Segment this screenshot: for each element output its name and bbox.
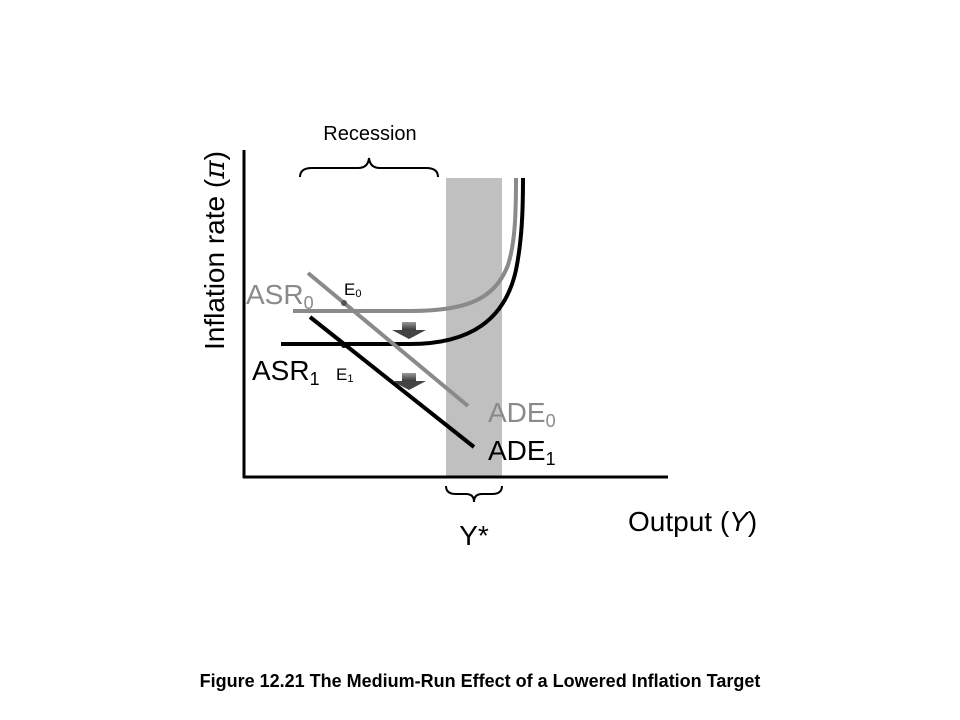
asr1-label: ASR1 <box>252 355 320 389</box>
asr0-label: ASR0 <box>246 279 314 313</box>
ade1-label: ADE1 <box>488 435 556 469</box>
e1-label: E1 <box>336 365 353 385</box>
shift-arrow-down-icon <box>392 322 426 339</box>
e0-label: E0 <box>344 280 361 300</box>
asr1-curve <box>281 177 525 346</box>
figure-caption: Figure 12.21 The Medium-Run Effect of a … <box>199 671 761 691</box>
potential-output-label: Y* <box>459 520 489 551</box>
recession-brace <box>299 157 439 178</box>
potential-output-band <box>446 178 502 478</box>
ade0-label: ADE0 <box>488 397 556 431</box>
shift-arrow-down-icon <box>392 373 426 390</box>
recession-label: Recession <box>323 123 416 145</box>
asr0-curve <box>293 177 518 313</box>
y-axis-label: Inflation rate (π) <box>198 151 231 350</box>
point-e0 <box>341 300 347 306</box>
x-axis-label: Output (Y) <box>628 506 757 537</box>
potential-output-brace <box>445 485 503 503</box>
ade1-line <box>308 315 476 449</box>
ade0-line <box>306 271 470 408</box>
point-e1 <box>341 342 347 348</box>
